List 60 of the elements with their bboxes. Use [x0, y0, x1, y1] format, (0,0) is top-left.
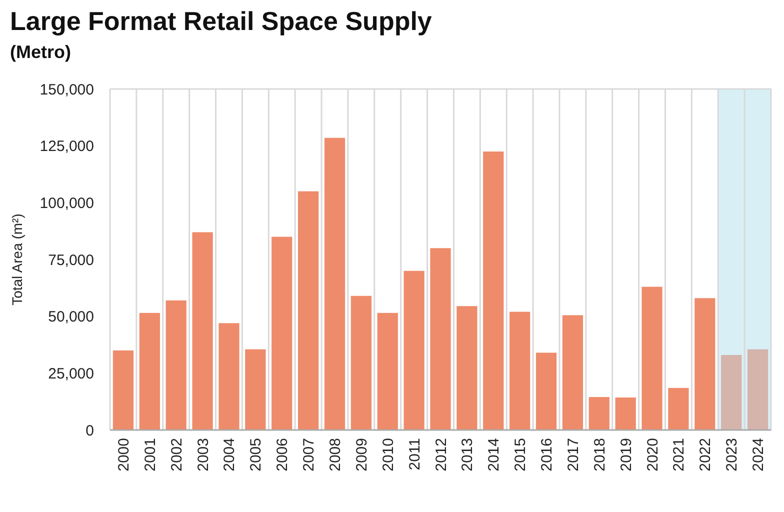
x-tick-label: 2020 — [644, 438, 662, 472]
x-tick-label: 2016 — [538, 438, 556, 472]
bar — [350, 296, 372, 430]
bar — [166, 300, 186, 430]
bar — [377, 312, 398, 430]
x-tick-label: 2004 — [221, 438, 238, 472]
bar — [404, 270, 424, 430]
y-tick-label: 125,000 — [40, 138, 94, 156]
x-tick-label: 2009 — [353, 438, 370, 472]
bar — [483, 152, 504, 430]
x-tick-label: 2002 — [168, 438, 186, 472]
bar — [668, 388, 689, 430]
x-tick-label: 2023 — [724, 438, 741, 472]
x-tick-label: 2014 — [486, 438, 503, 472]
bar — [298, 191, 319, 430]
chart-subtitle: (Metro) — [10, 42, 71, 62]
x-tick-label: 2018 — [591, 438, 608, 472]
bar — [324, 138, 346, 430]
x-tick-label: 2001 — [142, 438, 159, 472]
bar — [245, 349, 266, 430]
y-tick-label: 0 — [86, 422, 94, 440]
y-tick-label: 75,000 — [48, 252, 94, 269]
bar — [588, 397, 610, 430]
bar — [430, 248, 451, 430]
x-tick-label: 2013 — [459, 438, 476, 472]
bar — [456, 306, 478, 430]
y-tick-label: 25,000 — [48, 365, 94, 382]
bar — [694, 298, 716, 430]
bar — [615, 397, 636, 430]
x-tick-label: 2008 — [326, 438, 344, 472]
bar — [562, 315, 584, 430]
x-tick-label: 2022 — [697, 438, 714, 472]
x-tick-label: 2021 — [670, 438, 688, 472]
y-tick-label: 50,000 — [48, 308, 94, 326]
x-tick-label: 2006 — [274, 438, 292, 472]
bar — [139, 312, 160, 430]
bar — [642, 286, 662, 430]
x-tick-label: 2015 — [512, 438, 530, 472]
chart-title: Large Format Retail Space Supply — [10, 6, 432, 36]
y-tick-label: 100,000 — [40, 194, 94, 212]
y-tick-label: 150,000 — [40, 81, 94, 98]
x-tick-label: 2017 — [564, 438, 582, 472]
bar — [112, 350, 134, 430]
x-tick-label: 2003 — [194, 438, 212, 472]
bar — [218, 323, 240, 430]
bar — [747, 349, 768, 430]
bar — [536, 352, 557, 430]
bar — [272, 236, 292, 430]
x-tick-label: 2019 — [618, 438, 635, 472]
x-tick-label: 2007 — [300, 438, 318, 472]
x-tick-label: 2012 — [432, 438, 450, 472]
x-tick-label: 2005 — [248, 438, 265, 472]
x-tick-label: 2010 — [380, 438, 397, 472]
bar — [510, 312, 530, 430]
x-tick-label: 2024 — [750, 438, 768, 472]
y-axis-title: Total Area (m²) — [9, 214, 25, 306]
x-tick-label: 2000 — [115, 438, 132, 472]
bar — [192, 232, 213, 430]
x-tick-label: 2011 — [406, 438, 424, 470]
bar — [721, 354, 742, 430]
